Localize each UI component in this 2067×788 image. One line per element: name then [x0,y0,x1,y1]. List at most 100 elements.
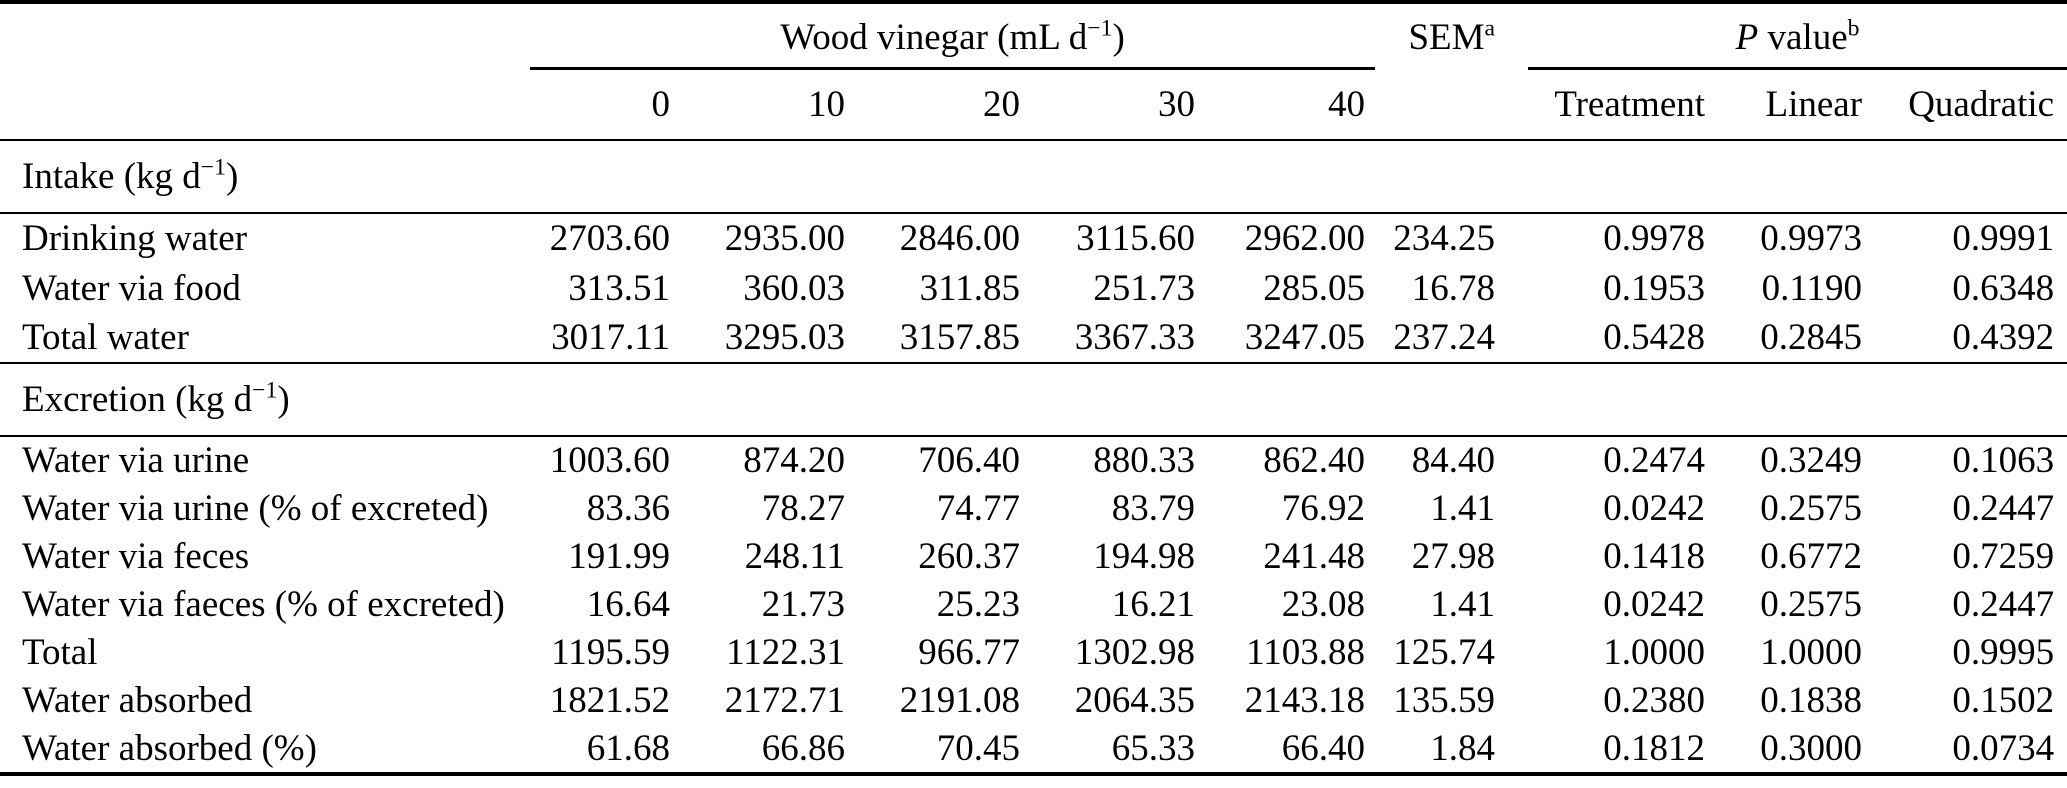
section-title-text: Intake (kg d [22,156,201,197]
cell-dose-10: 360.03 [743,267,845,309]
table-top-rule [0,0,2067,4]
row-label: Water via urine [22,440,250,481]
cell-dose-0: 191.99 [568,535,670,577]
corner-cell [0,4,530,70]
cell-dose-40: 862.40 [1263,440,1366,481]
col-header-quadratic: Quadratic [1908,84,2055,125]
cell-dose-40: 241.48 [1263,535,1366,577]
cell-dose-30: 880.33 [1093,440,1195,481]
cell-p-treatment: 0.1418 [1603,535,1706,577]
cell-dose-0: 1821.52 [549,679,670,721]
cell-dose-40: 2962.00 [1244,218,1366,259]
cell-dose-30: 3115.60 [1076,218,1195,259]
section-title: Intake (kg d−1) [0,140,2067,213]
section-title-exponent: −1 [252,377,278,404]
cell-dose-0: 16.64 [586,583,670,625]
cell-dose-20: 966.77 [918,631,1020,673]
table-row: Water via faeces (% of excreted) 16.64 21.… [0,580,2067,628]
p-value-label: value [1758,17,1848,58]
table-row: Water absorbed (%) 61.68 66.86 70.45 65.33 66… [0,724,2067,772]
cell-p-quadratic: 0.2447 [1952,487,2055,529]
wood-vinegar-label: Wood vinegar (mL d [780,17,1088,58]
cell-dose-40: 285.05 [1263,267,1366,309]
cell-p-treatment: 0.0242 [1603,487,1706,529]
sem-column-header: SEMa [1390,4,1520,70]
cell-dose-0: 2703.60 [549,218,670,259]
col-header-dose-10: 10 [808,84,845,125]
cell-p-treatment: 0.2380 [1603,679,1706,721]
cell-dose-30: 2064.35 [1074,679,1195,721]
cell-dose-20: 2191.08 [899,679,1020,721]
cell-dose-20: 74.77 [936,487,1020,529]
row-label: Water via feces [22,535,250,577]
cell-sem: 84.40 [1411,440,1496,481]
col-header-dose-30: 30 [1158,84,1195,125]
cell-p-linear: 0.2575 [1760,487,1863,529]
cell-dose-10: 248.11 [744,535,845,577]
table-row: Water via urine 1003.60 874.20 706.40 880.33… [0,436,2067,484]
section-title-text: Excretion (kg d [22,379,253,420]
cell-sem: 125.74 [1393,631,1496,673]
cell-p-linear: 0.9973 [1760,218,1863,259]
col-header-dose-0: 0 [651,84,671,125]
wood-vinegar-spanner: Wood vinegar (mL d−1) [530,4,1390,70]
row-label: Total [22,631,98,673]
table-row: Water absorbed 1821.52 2172.71 2191.08 2064.… [0,676,2067,724]
cell-sem: 1.84 [1430,727,1496,769]
cell-p-linear: 0.2845 [1760,317,1863,358]
col-header-linear: Linear [1765,84,1863,125]
cell-dose-40: 1103.88 [1246,631,1366,673]
cell-p-quadratic: 0.9991 [1952,218,2055,259]
cell-p-linear: 0.1190 [1761,267,1863,309]
cell-p-treatment: 0.2474 [1603,440,1706,481]
cell-p-linear: 0.6772 [1760,535,1863,577]
cell-p-treatment: 0.9978 [1603,218,1706,259]
cell-p-quadratic: 0.6348 [1952,267,2055,309]
table-bottom-rule [0,772,2067,776]
cell-dose-30: 65.33 [1111,727,1195,769]
cell-dose-40: 23.08 [1281,583,1366,625]
row-label: Water absorbed [22,679,253,721]
cell-dose-30: 194.98 [1093,535,1195,577]
cell-dose-30: 251.73 [1093,267,1195,309]
table-row: Water via food 313.51 360.03 311.85 251.73 28… [0,263,2067,313]
cell-p-quadratic: 0.1063 [1952,440,2055,481]
col-header-dose-40: 40 [1328,84,1366,125]
table-body: Wood vinegar (mL d−1) SEMa P valueb 0 10… [0,4,2067,772]
p-value-footnote-marker: b [1847,15,1860,42]
cell-p-treatment: 0.1953 [1603,267,1706,309]
cell-dose-10: 78.27 [761,487,845,529]
cell-p-linear: 0.1838 [1760,679,1863,721]
cell-dose-20: 706.40 [918,440,1020,481]
cell-dose-10: 21.73 [761,583,845,625]
sem-footnote-marker: a [1484,15,1496,42]
cell-dose-10: 2172.71 [724,679,845,721]
cell-p-quadratic: 0.7259 [1952,535,2055,577]
table-row: Water via feces 191.99 248.11 260.37 194.98 2… [0,532,2067,580]
cell-dose-10: 874.20 [743,440,845,481]
cell-dose-0: 1195.59 [551,631,670,673]
row-label: Drinking water [22,218,248,259]
table-row: Total water 3017.11 3295.03 3157.85 3367.33 3… [0,313,2067,363]
section-title: Excretion (kg d−1) [0,363,2067,436]
wood-vinegar-spanner-rule: Wood vinegar (mL d−1) [530,16,1376,70]
cell-dose-0: 313.51 [568,267,670,309]
cell-dose-30: 83.79 [1111,487,1195,529]
row-label: Water via faeces (% of excreted) [22,583,505,625]
p-value-spanner: P valueb [1520,4,2067,70]
cell-sem: 27.98 [1411,535,1496,577]
cell-dose-20: 3157.85 [899,317,1020,358]
cell-dose-20: 25.23 [936,583,1020,625]
cell-dose-20: 311.85 [919,267,1020,309]
cell-dose-10: 66.86 [761,727,845,769]
cell-p-quadratic: 0.4392 [1952,317,2055,358]
cell-p-linear: 0.3000 [1760,727,1863,769]
row-label: Total water [22,317,189,358]
cell-dose-40: 2143.18 [1244,679,1366,721]
cell-p-linear: 0.2575 [1760,583,1863,625]
row-label: Water via food [22,267,241,309]
table-row: Total 1195.59 1122.31 966.77 1302.98 1103.88 1… [0,628,2067,676]
row-label: Water via urine (% of excreted) [22,487,489,529]
cell-dose-20: 70.45 [936,727,1020,769]
